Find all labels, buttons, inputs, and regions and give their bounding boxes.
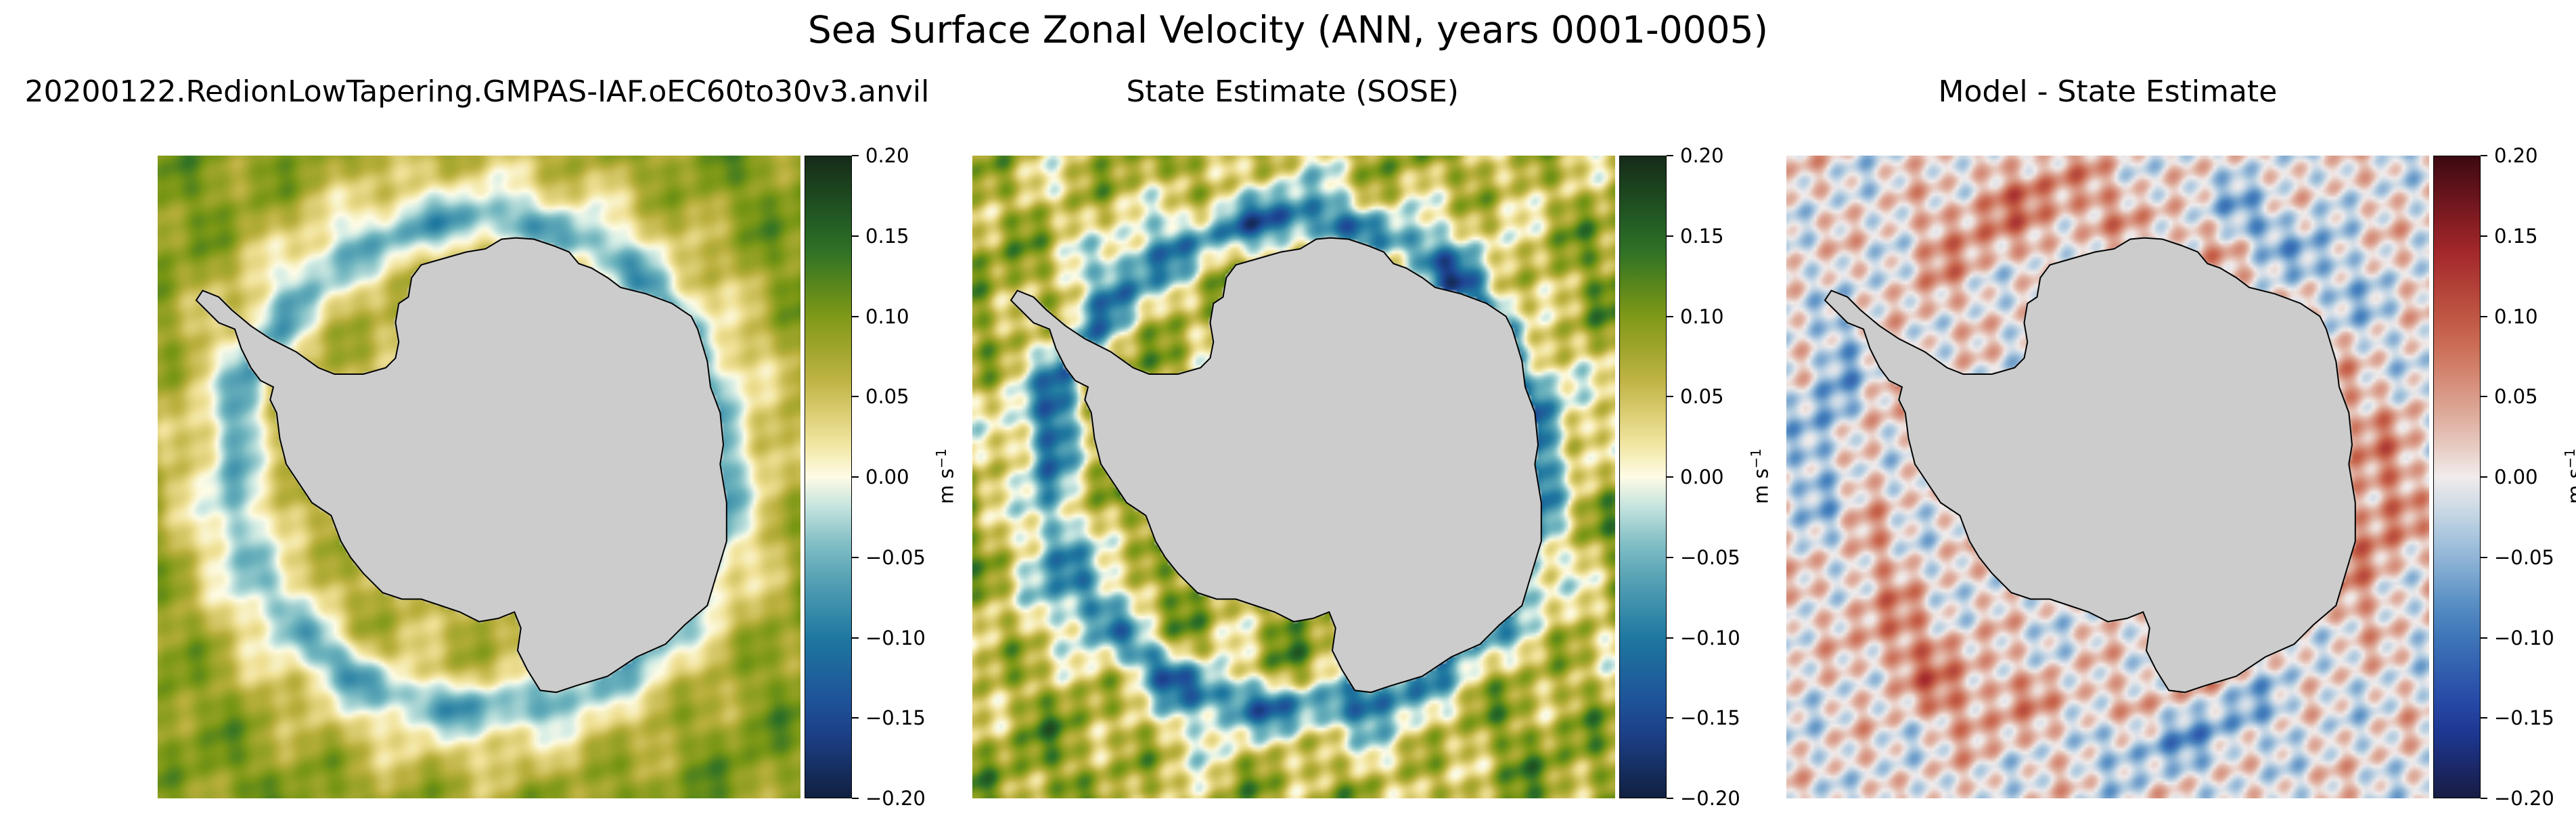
panel-2-colorbar-unit: m s−1 [1748,449,1773,504]
colorbar-tick [2481,476,2487,478]
colorbar-tick [1667,155,1673,156]
colorbar-tick-label: −0.15 [865,706,926,730]
panel-1-title: 20200122.RedionLowTapering.GMPAS-IAF.oEC… [24,74,930,109]
colorbar-tick [1667,476,1673,478]
colorbar-tick-label: 0.00 [865,465,909,488]
colorbar-tick [852,155,859,156]
colorbar-tick [1667,396,1673,398]
colorbar-tick-label: −0.20 [1680,787,1740,810]
colorbar-tick [852,798,859,799]
colorbar-tick-label: 0.15 [865,224,909,248]
colorbar-tick-label: 0.00 [2494,465,2538,488]
colorbar-tick [2481,396,2487,398]
colorbar-tick [2481,315,2487,317]
panel-3-coastline-layer [1824,237,2356,693]
colorbar-tick-label: −0.10 [2494,626,2554,650]
colorbar-tick [1667,637,1673,639]
colorbar-tick [852,396,859,398]
panel-2-coastline-layer [1010,237,1542,693]
panel-1-colorbar-unit: m s−1 [933,449,958,504]
panel-1-map [158,156,800,798]
colorbar-tick [2481,235,2487,237]
colorbar-tick [1667,798,1673,799]
colorbar-tick [852,476,859,478]
colorbar-tick [2481,798,2487,799]
colorbar-tick-label: 0.20 [865,144,909,167]
colorbar-tick-label: 0.10 [2494,304,2538,328]
colorbar-tick-label: 0.05 [2494,385,2538,409]
colorbar-tick-label: −0.05 [2494,545,2554,569]
unit-exponent: −1 [1748,448,1764,469]
colorbar-tick [2481,155,2487,156]
colorbar-tick-label: −0.15 [1680,706,1740,730]
panel-3-colorbar-gradient [2433,156,2481,798]
colorbar-tick-label: −0.10 [1680,626,1740,650]
colorbar-tick-label: 0.05 [865,385,909,409]
antarctica-coastline [1824,237,2356,693]
colorbar-tick [2481,556,2487,558]
panel-3-colorbar: 0.20 0.15 0.10 0.05 0.00 −0.05 −0.10 −0.15 −0.20 [2433,145,2554,808]
colorbar-tick-label: −0.20 [865,787,926,810]
colorbar-tick-label: −0.20 [2494,787,2554,810]
unit-exponent: −1 [2562,448,2576,469]
colorbar-tick [1667,235,1673,237]
colorbar-tick-label: −0.10 [865,626,926,650]
colorbar-tick-label: 0.10 [865,304,909,328]
colorbar-tick [1667,717,1673,719]
colorbar-tick-label: 0.00 [1680,465,1724,488]
panel-2-map [972,156,1615,798]
colorbar-tick-label: 0.05 [1680,385,1724,409]
colorbar-tick-label: 0.20 [2494,144,2538,167]
colorbar-tick [1667,315,1673,317]
colorbar-tick-label: 0.10 [1680,304,1724,328]
colorbar-tick-label: 0.15 [2494,224,2538,248]
unit-base: m s [1749,468,1773,504]
unit-base: m s [2564,468,2576,504]
colorbar-tick-label: −0.05 [865,545,926,569]
colorbar-tick [852,717,859,719]
panel-3-colorbar-unit: m s−1 [2562,449,2576,504]
colorbar-tick [852,315,859,317]
panel-2-colorbar-gradient [1619,156,1667,798]
panel-1-colorbar-gradient [805,156,852,798]
antarctica-coastline [195,237,727,693]
unit-base: m s [934,468,958,504]
colorbar-tick-label: −0.15 [2494,706,2554,730]
figure-title: Sea Surface Zonal Velocity (ANN, years 0… [807,8,1769,51]
colorbar-tick [2481,637,2487,639]
panel-1-colorbar: 0.20 0.15 0.10 0.05 0.00 −0.05 −0.10 −0.15 −0.20 [805,145,926,808]
colorbar-tick [852,235,859,237]
colorbar-tick-label: 0.15 [1680,224,1724,248]
panel-3-map [1786,156,2429,798]
colorbar-tick-label: −0.05 [1680,545,1740,569]
unit-exponent: −1 [933,448,949,469]
colorbar-tick [2481,717,2487,719]
colorbar-tick-label: 0.20 [1680,144,1724,167]
colorbar-tick [852,556,859,558]
panel-2-title: State Estimate (SOSE) [1126,74,1459,109]
colorbar-tick [1667,556,1673,558]
panel-1-coastline-layer [195,237,727,693]
colorbar-tick [852,637,859,639]
panel-3-title: Model - State Estimate [1938,74,2278,109]
panel-2-colorbar: 0.20 0.15 0.10 0.05 0.00 −0.05 −0.10 −0.15 −0.20 [1619,145,1740,808]
antarctica-coastline [1010,237,1542,693]
